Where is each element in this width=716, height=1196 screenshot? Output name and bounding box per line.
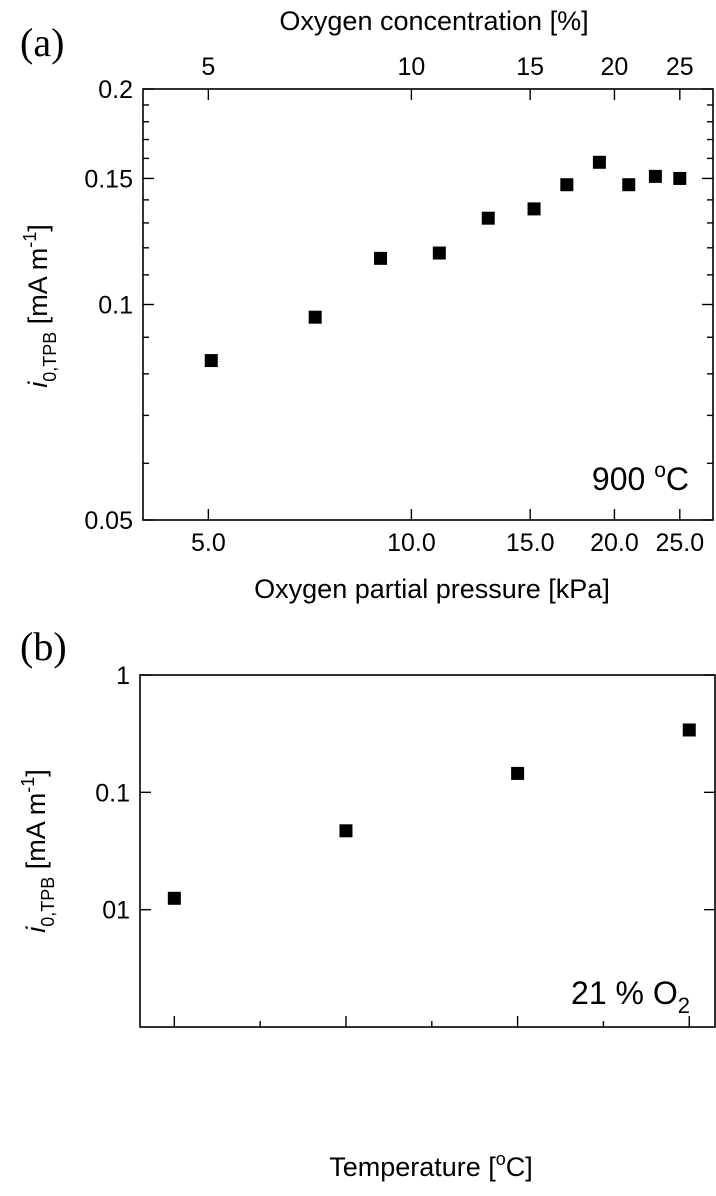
panel-a-temperature-annotation: 900 oC xyxy=(592,459,689,497)
panel-b-label: (b) xyxy=(20,624,67,669)
panel-b-y-tick-label: 01 xyxy=(102,897,130,925)
panel-a-data-point xyxy=(560,178,574,192)
panel-a-top-tick-label: 20 xyxy=(601,53,629,81)
panel-a-y-close: ] xyxy=(23,224,53,232)
panel-a-ticks xyxy=(143,88,713,521)
panel-a-data-point xyxy=(481,211,495,225)
panel-b-annotation-text: 21 % O xyxy=(571,975,678,1011)
panel-a-annotation-degree: o xyxy=(654,459,666,482)
panel-a-x-tick-label: 10.0 xyxy=(387,529,436,557)
panel-b-y-axis-title: i0,TPB [mA m-1] xyxy=(18,769,58,933)
panel-b-ticks xyxy=(140,674,715,1027)
panel-a-y-tick-label: 0.2 xyxy=(98,76,133,104)
panel-a-data-point xyxy=(527,202,541,216)
panel-a-top-tick-label: 5 xyxy=(201,53,215,81)
panel-a-data-point xyxy=(204,354,218,368)
panel-a-top-axis-title: Oxygen concentration [%] xyxy=(279,6,588,36)
panel-a-tick-labels: 5.0 10.0 15.0 20.0 25.0 5 10 15 20 25 0.05 0.1 0.15 0… xyxy=(84,53,704,557)
panel-b-x-title-text: Temperature [ xyxy=(329,1152,496,1182)
panel-a-data-point xyxy=(592,155,606,169)
panel-b-y-symbol: i xyxy=(21,926,51,933)
panel-a-y-tick-label: 0.05 xyxy=(84,507,133,535)
panel-b-tick-labels: 010.11 xyxy=(95,662,130,925)
panel-a-data-point xyxy=(673,171,687,185)
panel-b-data-point xyxy=(511,766,525,780)
panel-b-data-point xyxy=(167,891,181,905)
panel-b-x-title-unit: C] xyxy=(506,1152,533,1182)
panel-b-x-title-degree: o xyxy=(496,1149,506,1169)
panel-a-x-tick-label: 25.0 xyxy=(655,529,704,557)
panel-b-data-point xyxy=(682,723,696,737)
panel-b: (b) 010.11 21 % O2 Temperature [oC] i0,T… xyxy=(18,624,716,1182)
panel-b-x-axis-title: Temperature [oC] xyxy=(329,1149,533,1182)
panel-a-data-point xyxy=(432,246,446,260)
panel-a-points xyxy=(204,155,687,368)
panel-a-top-tick-label: 15 xyxy=(516,53,544,81)
panel-a-annotation-text: 900 xyxy=(592,461,654,497)
panel-a-label: (a) xyxy=(20,20,64,65)
panel-a-y-tick-label: 0.15 xyxy=(84,165,133,193)
panel-b-y-close: ] xyxy=(21,769,51,777)
panel-a-x-tick-label: 15.0 xyxy=(506,529,555,557)
panel-b-y-tick-label: 0.1 xyxy=(95,779,130,807)
panel-b-y-exponent: -1 xyxy=(18,777,38,793)
panel-a-top-tick-label: 10 xyxy=(397,53,425,81)
panel-a-y-axis-title: i0,TPB [mA m-1] xyxy=(20,224,60,388)
panel-a-data-point xyxy=(308,310,322,324)
panel-b-annotation-subscript: 2 xyxy=(678,993,690,1018)
panel-a-x-tick-label: 20.0 xyxy=(590,529,639,557)
panel-a-x-tick-label: 5.0 xyxy=(191,529,226,557)
panel-a-y-unit: [mA m xyxy=(23,248,53,332)
panel-b-y-subscript: 0,TPB xyxy=(38,877,58,927)
panel-a-plot-frame xyxy=(142,88,714,521)
panel-b-oxygen-annotation: 21 % O2 xyxy=(571,975,690,1018)
panel-a-annotation-unit: C xyxy=(666,461,689,497)
panel-a-data-point xyxy=(374,251,388,265)
panel-a-data-point xyxy=(622,178,636,192)
panel-b-data-point xyxy=(339,824,353,838)
panel-a-y-exponent: -1 xyxy=(20,232,40,248)
panel-b-y-tick-label: 1 xyxy=(116,662,130,690)
panel-b-points xyxy=(167,723,696,905)
panel-a-x-axis-title: Oxygen partial pressure [kPa] xyxy=(254,574,610,604)
panel-a-top-tick-label: 25 xyxy=(666,53,694,81)
panel-b-plot-frame xyxy=(139,674,716,1028)
panel-a-y-symbol: i xyxy=(23,381,53,388)
panel-a: (a) Oxygen concentration [%] 5.0 10.0 15.0… xyxy=(20,6,714,604)
panel-a-y-tick-label: 0.1 xyxy=(98,292,133,320)
panel-a-data-point xyxy=(648,169,662,183)
panel-a-y-subscript: 0,TPB xyxy=(40,332,60,382)
panel-b-y-unit: [mA m xyxy=(21,793,51,877)
